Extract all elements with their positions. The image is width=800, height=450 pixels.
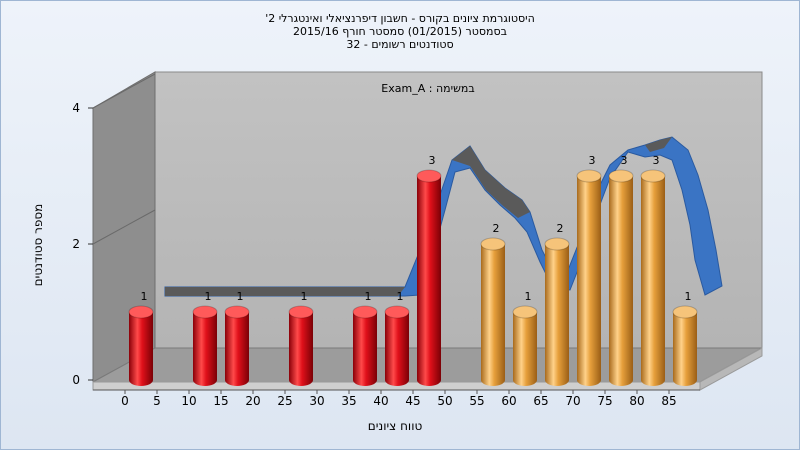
x-tick-label: 45 [405,394,420,408]
bar-value-label: 3 [429,154,436,167]
bar-55: 2 [480,222,506,386]
bar-value-label: 1 [365,290,372,303]
bar-top [544,237,570,251]
x-tick-label: 50 [437,394,452,408]
y-tick-label: 4 [72,101,80,115]
bar-value-label: 1 [397,290,404,303]
bar-top [512,305,538,319]
x-tick-label: 35 [341,394,356,408]
bar-65: 2 [544,222,570,386]
bar-body [353,312,377,386]
bar-top [224,305,250,319]
bar-body [513,312,537,386]
bar-value-label: 2 [493,222,500,235]
bar-top [576,169,602,183]
x-tick-label: 5 [153,394,161,408]
bar-35: 1 [352,290,378,386]
bar-60: 1 [512,290,538,386]
bar-0: 1 [128,290,154,386]
bar-45: 3 [416,154,442,386]
bar-value-label: 1 [685,290,692,303]
bar-body [225,312,249,386]
bar-value-label: 1 [141,290,148,303]
bar-85: 1 [672,290,698,386]
y-tick-label: 2 [72,237,80,251]
x-tick-label: 30 [309,394,324,408]
bar-value-label: 3 [653,154,660,167]
x-tick-label: 40 [373,394,388,408]
y-gridline-2 [92,209,156,245]
x-axis-label: טווח ציונים [368,419,423,433]
bar-body [641,176,665,386]
annotation-label: במשימה : Exam_A [381,82,474,95]
bar-top [640,169,666,183]
bar-body [417,176,441,386]
x-tick-label: 70 [565,394,580,408]
x-tick-label: 85 [661,394,676,408]
y-axis-label: מספר סטודנטים [31,204,45,287]
bar-value-label: 1 [525,290,532,303]
bar-top [192,305,218,319]
bar-70: 3 [576,154,602,386]
x-tick-label: 60 [501,394,516,408]
bar-75: 3 [608,154,634,386]
x-tick-label: 55 [469,394,484,408]
bar-body [129,312,153,386]
bar-value-label: 3 [589,154,596,167]
bar-top [672,305,698,319]
bar-body [385,312,409,386]
chart-title-line-3: סטודנטים רשומים - 32 [346,38,454,51]
bar-body [289,312,313,386]
back-wall [154,71,763,349]
bar-value-label: 1 [301,290,308,303]
x-tick-label: 75 [597,394,612,408]
x-tick-label: 15 [213,394,228,408]
bar-value-label: 1 [205,290,212,303]
bar-top [128,305,154,319]
bar-80: 3 [640,154,666,386]
bar-top [480,237,506,251]
x-tick-label: 0 [121,394,129,408]
x-tick-label: 80 [629,394,644,408]
bar-15: 1 [224,290,250,386]
bar-value-label: 1 [237,290,244,303]
bar-top [608,169,634,183]
y-tick-label: 0 [72,373,80,387]
bar-body [545,244,569,386]
x-tick-label: 20 [245,394,260,408]
bar-body [609,176,633,386]
floor-right-edge [699,347,763,391]
distribution-ribbon-flat [165,287,405,296]
bar-top [352,305,378,319]
y-gridline-4 [92,73,156,109]
bar-body [193,312,217,386]
bar-40: 1 [384,290,410,386]
x-tick-label: 65 [533,394,548,408]
bar-body [577,176,601,386]
bar-body [481,244,505,386]
distribution-ribbon-shade [645,137,672,152]
x-tick-label: 10 [181,394,196,408]
bar-top [416,169,442,183]
bar-value-label: 2 [557,222,564,235]
x-tick-label: 25 [277,394,292,408]
chart-title-line-2: בסמסטר (01/2015) סמסטר חורף 2015/16 [293,25,507,38]
bar-top [384,305,410,319]
distribution-ribbon-shade [452,146,530,218]
chart-title-line-1: היסטוגרמת ציונים בקורס - חשבון דיפרנציאל… [265,12,535,25]
bar-25: 1 [288,290,314,386]
bar-top [288,305,314,319]
bar-value-label: 3 [621,154,628,167]
bar-body [673,312,697,386]
bar-10: 1 [192,290,218,386]
